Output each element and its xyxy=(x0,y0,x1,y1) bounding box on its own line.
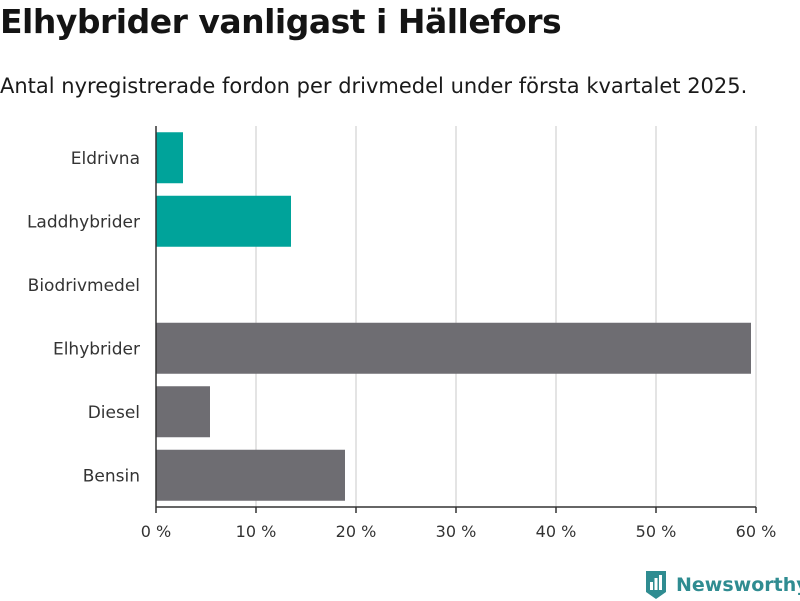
x-tick-label: 0 % xyxy=(141,522,171,541)
category-label: Eldrivna xyxy=(71,149,140,169)
x-tick-label: 40 % xyxy=(536,522,577,541)
bar xyxy=(156,322,751,374)
x-tick-label: 10 % xyxy=(236,522,277,541)
x-tick-label: 60 % xyxy=(736,522,777,541)
brand-name: Newsworthy xyxy=(676,574,800,596)
bar-chart: 0 % 10 % 20 % 30 % 40 % 50 % 60 % Eldrivna Laddh… xyxy=(27,126,777,541)
category-label: Biodrivmedel xyxy=(28,276,140,296)
x-tick-label: 30 % xyxy=(436,522,477,541)
chart-subtitle: Antal nyregistrerade fordon per drivmede… xyxy=(0,74,748,98)
chart-title: Elhybrider vanligast i Hällefors xyxy=(0,2,562,41)
bar xyxy=(156,449,345,501)
x-tick-label: 50 % xyxy=(636,522,677,541)
x-tick-label: 20 % xyxy=(336,522,377,541)
brand-logo: Newsworthy xyxy=(644,569,800,601)
category-label: Bensin xyxy=(83,466,140,486)
bar xyxy=(156,132,183,184)
bar xyxy=(156,195,291,247)
category-label: Laddhybrider xyxy=(27,212,140,232)
newsworthy-logo-icon xyxy=(646,571,666,599)
category-label: Elhybrider xyxy=(53,339,140,359)
category-label: Diesel xyxy=(88,403,140,423)
bar xyxy=(156,386,210,438)
